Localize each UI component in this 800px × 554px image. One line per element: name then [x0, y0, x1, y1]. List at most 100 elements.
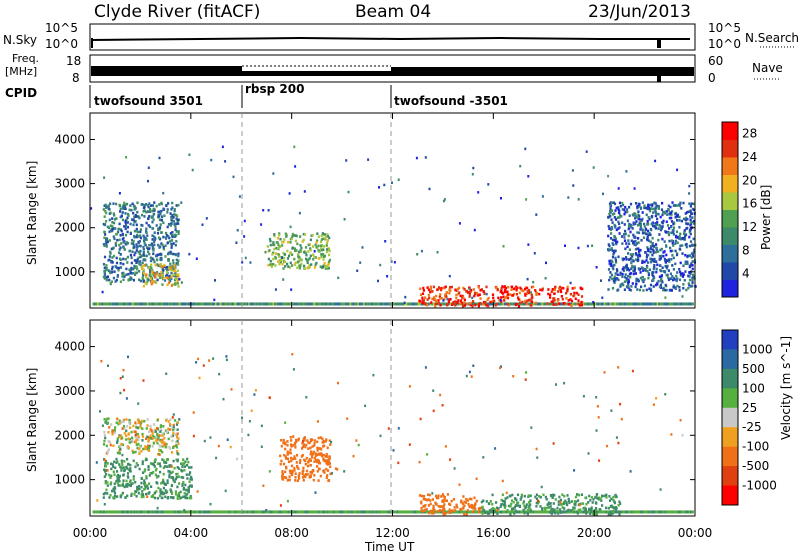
echo-cell: [124, 233, 128, 237]
ground-scatter-cell: [136, 302, 139, 306]
echo-cell: [633, 267, 637, 270]
sparse-echo-cell: [352, 454, 355, 458]
echo-cell: [676, 284, 679, 288]
echo-cell: [580, 303, 584, 307]
echo-cell: [145, 282, 148, 286]
echo-cell: [118, 257, 122, 261]
echo-cell: [524, 299, 527, 303]
echo-cell: [276, 236, 280, 240]
echo-cell: [103, 270, 106, 273]
echo-cell: [175, 222, 178, 225]
sparse-echo-cell: [337, 276, 340, 280]
echo-cell: [509, 505, 512, 508]
echo-cell: [466, 302, 469, 306]
echo-cell: [639, 268, 642, 271]
echo-cell: [655, 206, 658, 209]
echo-cell: [187, 487, 190, 490]
ground-scatter-cell: [525, 510, 528, 514]
sparse-echo-cell: [359, 261, 362, 264]
echo-cell: [313, 255, 316, 259]
ground-scatter-cell: [325, 510, 328, 514]
echo-cell: [309, 459, 312, 462]
echo-cell: [170, 244, 173, 247]
echo-cell: [134, 480, 137, 484]
echo-cell: [637, 278, 640, 282]
ground-scatter-cell: [242, 510, 245, 514]
echo-cell: [611, 510, 615, 514]
echo-cell: [327, 263, 330, 267]
ground-scatter-cell: [322, 510, 325, 514]
echo-cell: [126, 457, 129, 461]
echo-cell: [161, 445, 164, 448]
ground-scatter-cell: [233, 510, 236, 514]
echo-cell: [156, 258, 159, 261]
echo-cell: [129, 480, 132, 484]
ground-scatter-cell: [676, 510, 679, 514]
echo-cell: [183, 492, 186, 495]
ground-scatter-cell: [149, 302, 153, 306]
echo-cell: [166, 241, 169, 245]
echo-cell: [459, 508, 462, 511]
ground-scatter-cell: [281, 302, 285, 306]
echo-cell: [609, 271, 612, 274]
echo-cell: [546, 503, 549, 506]
ground-scatter-cell: [311, 510, 315, 514]
echo-cell: [111, 261, 114, 264]
echo-cell: [609, 248, 612, 251]
x-tick-label: 12:00: [375, 526, 410, 540]
echo-cell: [125, 434, 128, 438]
echo-cell: [574, 503, 577, 507]
echo-cell: [623, 280, 626, 283]
echo-cell: [649, 260, 652, 264]
echo-cell: [572, 506, 575, 509]
ground-scatter-cell: [405, 302, 409, 306]
ground-scatter-cell: [600, 510, 604, 514]
sparse-echo-cell: [254, 389, 257, 392]
echo-cell: [308, 458, 311, 461]
echo-cell: [468, 295, 471, 298]
echo-cell: [611, 249, 614, 252]
ground-scatter-cell: [97, 302, 100, 306]
echo-cell: [634, 243, 637, 247]
echo-cell: [501, 499, 504, 503]
echo-cell: [625, 256, 628, 259]
echo-cell: [316, 449, 319, 452]
ground-scatter-cell: [236, 302, 239, 306]
ground-scatter-cell: [414, 510, 418, 514]
echo-cell: [309, 438, 312, 441]
sparse-echo-cell: [95, 461, 98, 464]
echo-cell: [563, 494, 566, 498]
echo-cell: [691, 207, 694, 211]
ground-scatter-cell: [597, 302, 601, 306]
echo-cell: [512, 287, 515, 291]
echo-cell: [491, 502, 494, 506]
ground-scatter-cell: [646, 510, 649, 514]
echo-cell: [134, 435, 137, 439]
sparse-echo-cell: [243, 235, 246, 238]
echo-cell: [688, 254, 691, 257]
ground-scatter-cell: [328, 510, 331, 514]
sparse-echo-cell: [501, 479, 504, 483]
echo-cell: [577, 508, 580, 512]
echo-cell: [629, 202, 633, 206]
echo-cell: [462, 495, 465, 498]
echo-cell: [612, 201, 615, 204]
ground-scatter-cell: [222, 510, 226, 514]
echo-cell: [171, 235, 174, 239]
echo-cell: [148, 474, 151, 477]
ground-scatter-cell: [213, 510, 217, 514]
echo-cell: [172, 242, 175, 245]
echo-cell: [111, 431, 114, 434]
echo-cell: [500, 296, 503, 299]
echo-cell: [634, 240, 637, 243]
echo-cell: [314, 243, 317, 247]
sparse-echo-cell: [134, 271, 137, 274]
ground-scatter-cell: [568, 302, 572, 306]
ground-scatter-cell: [674, 302, 678, 306]
echo-cell: [177, 437, 180, 440]
echo-cell: [147, 247, 150, 251]
echo-cell: [575, 291, 578, 295]
echo-cell: [623, 239, 627, 242]
echo-cell: [145, 273, 148, 276]
echo-cell: [672, 231, 675, 234]
